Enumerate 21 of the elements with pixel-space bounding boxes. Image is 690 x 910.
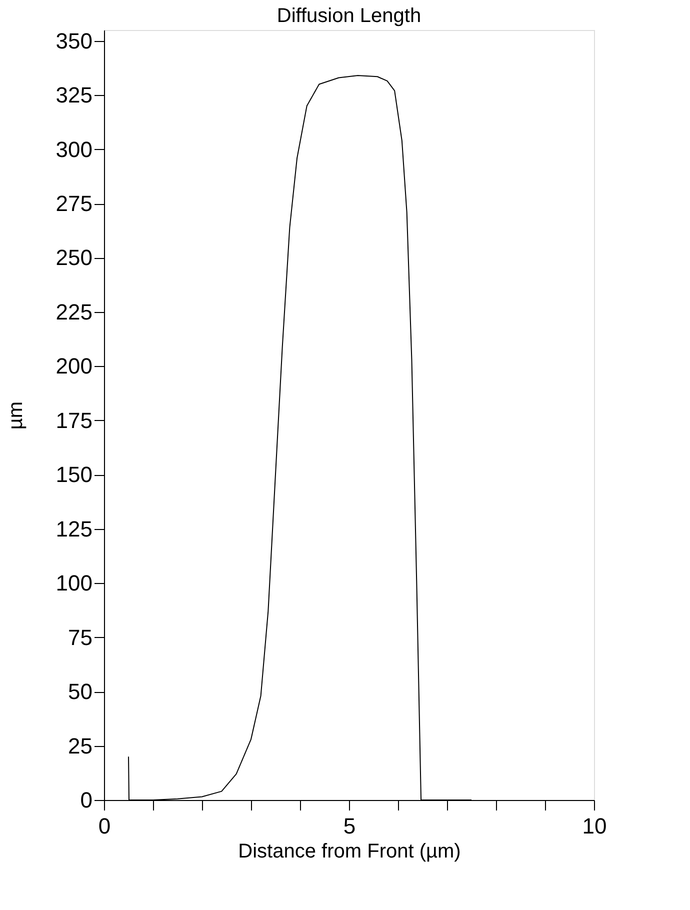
y-tick-label: 0 <box>80 788 92 812</box>
x-tick-label: 5 <box>343 814 356 838</box>
y-tick-label: 200 <box>56 354 92 379</box>
y-tick-label: 350 <box>56 28 92 54</box>
y-tick-label: 125 <box>56 516 92 542</box>
y-tick-label: 75 <box>68 624 92 650</box>
y-tick-label: 250 <box>56 245 92 270</box>
y-axis-title: µm <box>4 401 27 430</box>
y-tick-label: 150 <box>56 462 92 488</box>
y-tick-label: 225 <box>56 299 92 324</box>
y-tick-label: 25 <box>68 733 92 758</box>
y-tick-label: 275 <box>56 191 92 216</box>
y-tick-label: 325 <box>56 82 92 108</box>
y-tick-label: 175 <box>56 408 92 433</box>
x-tick-label: 10 <box>582 814 607 838</box>
x-axis-title: Distance from Front (µm) <box>238 840 461 862</box>
chart-title: Diffusion Length <box>276 4 422 27</box>
y-tick-label: 100 <box>56 570 92 596</box>
y-tick-label: 50 <box>68 679 92 704</box>
x-tick-label: 0 <box>98 814 111 838</box>
y-tick-label: 300 <box>56 136 92 162</box>
